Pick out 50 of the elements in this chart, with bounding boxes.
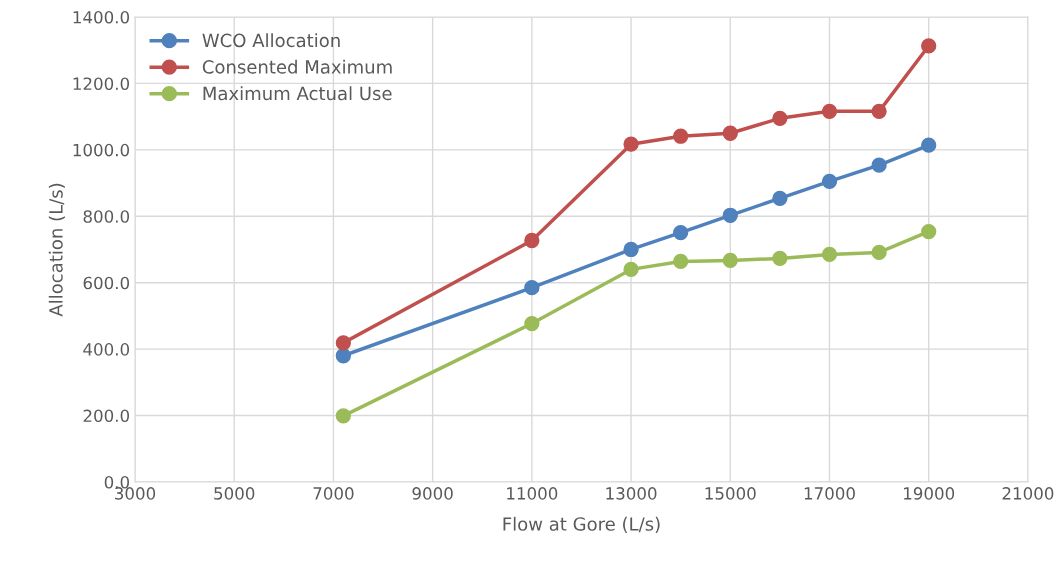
y-tick-label: 1000.0	[73, 143, 130, 157]
point	[335, 348, 351, 364]
point	[335, 335, 351, 351]
point	[772, 110, 788, 126]
point	[821, 246, 838, 263]
point	[921, 223, 937, 240]
y-tick-label: 400.0	[83, 343, 130, 356]
x-tick-label: 15000	[705, 487, 756, 500]
point	[921, 137, 937, 153]
y-tick-label: 1400.0	[73, 10, 130, 24]
x-tick-label: 9000	[412, 487, 453, 500]
y-axis-title: Allocation (L/s)	[48, 183, 65, 317]
y-tick-label: 200.0	[83, 409, 130, 423]
legend-label: WCO Allocation	[202, 33, 340, 48]
point	[335, 408, 351, 424]
point	[623, 241, 639, 258]
point	[871, 157, 887, 173]
x-tick-label: 11000	[507, 487, 558, 500]
legend-label: Maximum Actual Use	[203, 86, 392, 101]
point	[623, 261, 639, 278]
x-tick-label: 7000	[313, 487, 354, 500]
x-tick-label: 5000	[214, 487, 255, 500]
point	[772, 250, 788, 267]
y-tick-label: 800.0	[83, 210, 130, 223]
x-tick-label: 19000	[904, 487, 955, 500]
x-tick-label: 21000	[1002, 487, 1054, 500]
point	[673, 224, 689, 241]
point	[871, 103, 887, 119]
x-tick-label: 3000	[115, 487, 156, 500]
x-axis-title: Flow at Gore (L/s)	[503, 516, 660, 533]
y-tick-label: 0.0	[104, 475, 130, 489]
point	[821, 103, 838, 119]
y-tick-label: 1200.0	[73, 77, 130, 90]
x-tick-label: 13000	[606, 487, 657, 500]
point	[524, 232, 540, 249]
point	[524, 315, 540, 332]
point	[722, 252, 738, 269]
legend-label: Consented Maximum	[202, 59, 392, 74]
point	[722, 207, 738, 223]
x-tick-label: 17000	[804, 487, 855, 500]
y-tick-label: 600.0	[83, 276, 130, 290]
point	[821, 173, 838, 190]
point	[921, 38, 937, 54]
point	[673, 253, 689, 270]
point	[673, 128, 689, 144]
point	[524, 280, 540, 296]
point	[623, 136, 639, 152]
point	[722, 125, 738, 141]
point	[772, 190, 788, 206]
point	[871, 244, 887, 261]
